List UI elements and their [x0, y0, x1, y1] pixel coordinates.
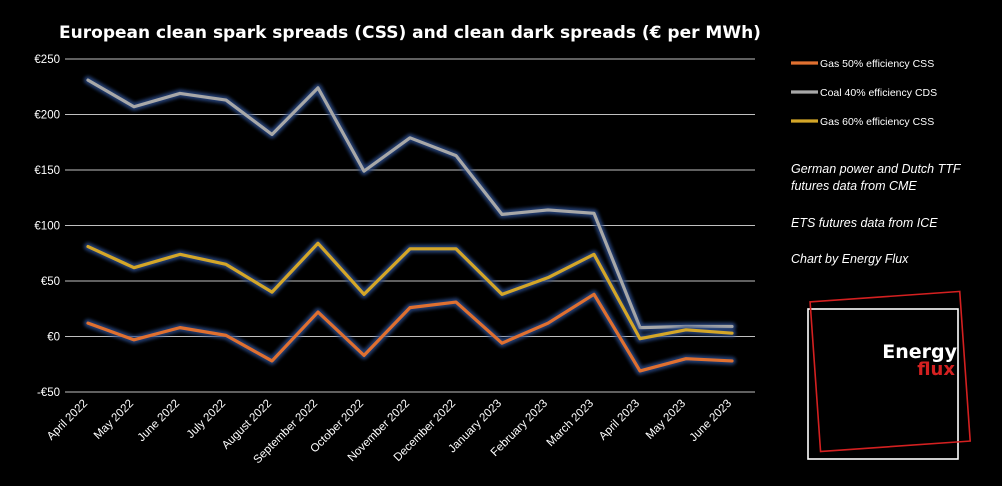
chart-note-line: German power and Dutch TTF	[791, 162, 962, 176]
data-point	[638, 369, 642, 373]
y-tick-label: €250	[34, 54, 60, 66]
data-point	[362, 293, 366, 296]
data-point	[270, 359, 274, 363]
x-tick-label: March 2023	[545, 398, 596, 449]
data-point	[86, 321, 90, 325]
x-tick-label: May 2022	[92, 398, 136, 442]
series-line	[86, 78, 734, 330]
series-line-glow	[84, 76, 736, 332]
x-tick-label: April 2023	[597, 398, 642, 443]
x-tick-label: July 2022	[185, 398, 228, 441]
legend-label: Gas 60% efficiency CSS	[820, 116, 934, 128]
logo-red-frame	[809, 290, 972, 453]
y-tick-label: €50	[41, 276, 60, 288]
legend-label: Gas 50% efficiency CSS	[820, 58, 934, 70]
logo-white-frame	[807, 308, 959, 460]
chart-note-line: futures data from CME	[791, 179, 917, 193]
data-point	[638, 337, 642, 340]
data-point	[178, 253, 182, 256]
series-lines	[84, 76, 736, 375]
data-point	[408, 136, 412, 140]
data-point	[316, 310, 320, 314]
data-point	[730, 331, 734, 335]
data-point	[270, 133, 274, 136]
data-point	[224, 334, 228, 337]
data-point	[592, 212, 596, 215]
legend: Gas 50% efficiency CSS Coal 40% efficienc…	[791, 58, 937, 128]
data-point	[86, 78, 90, 82]
data-point	[546, 208, 550, 212]
data-point	[178, 326, 182, 329]
chart-title: European clean spark spreads (CSS) and c…	[59, 23, 761, 43]
data-point	[592, 293, 596, 296]
data-point	[730, 325, 734, 328]
grid	[65, 58, 755, 393]
x-tick-label: June 2022	[136, 398, 182, 444]
data-point	[270, 290, 274, 294]
data-point	[500, 293, 504, 296]
y-axis-ticks: -€50 €0 €50 €100 €150 €200 €250	[34, 54, 60, 399]
data-point	[316, 86, 320, 90]
data-point	[500, 341, 504, 345]
data-point	[546, 276, 550, 279]
y-tick-label: €150	[34, 165, 60, 177]
series-2	[84, 239, 736, 343]
legend-label: Coal 40% efficiency CDS	[820, 87, 937, 99]
y-tick-label: €100	[34, 221, 60, 233]
x-axis-ticks: April 2022 May 2022 June 2022 July 2022Augu…	[45, 398, 734, 467]
series-1	[84, 76, 736, 332]
x-tick-label: June 2023	[688, 398, 734, 444]
chart-notes: German power and Dutch TTF futures data f…	[791, 162, 962, 266]
data-point	[500, 213, 504, 216]
chart-note-line: Chart by Energy Flux	[791, 252, 909, 266]
data-point	[132, 266, 136, 269]
x-tick-label: April 2022	[45, 398, 90, 443]
data-point	[684, 357, 688, 360]
data-point	[132, 338, 136, 342]
data-point	[224, 98, 228, 102]
y-tick-label: €0	[47, 332, 60, 344]
data-point	[224, 263, 228, 266]
logo-word-energy: Energy	[882, 341, 957, 363]
chart-note-line: ETS futures data from ICE	[791, 216, 938, 230]
data-point	[86, 245, 90, 248]
data-point	[684, 328, 688, 332]
data-point	[454, 247, 458, 251]
data-point	[408, 247, 412, 251]
y-tick-label: €200	[34, 110, 60, 122]
energy-flux-logo: Energy flux	[807, 290, 972, 460]
data-point	[546, 321, 550, 325]
data-point	[316, 242, 320, 245]
data-point	[638, 326, 642, 329]
y-tick-label: -€50	[37, 387, 60, 399]
data-point	[730, 359, 734, 363]
logo-word-flux: flux	[917, 359, 955, 380]
data-point	[408, 306, 412, 309]
data-point	[454, 154, 458, 157]
data-point	[362, 354, 366, 357]
data-point	[454, 300, 458, 304]
data-point	[362, 169, 366, 173]
data-point	[132, 105, 136, 108]
data-point	[178, 92, 182, 95]
x-tick-label: May 2023	[644, 398, 688, 442]
data-point	[592, 253, 596, 256]
series-0	[84, 290, 736, 375]
